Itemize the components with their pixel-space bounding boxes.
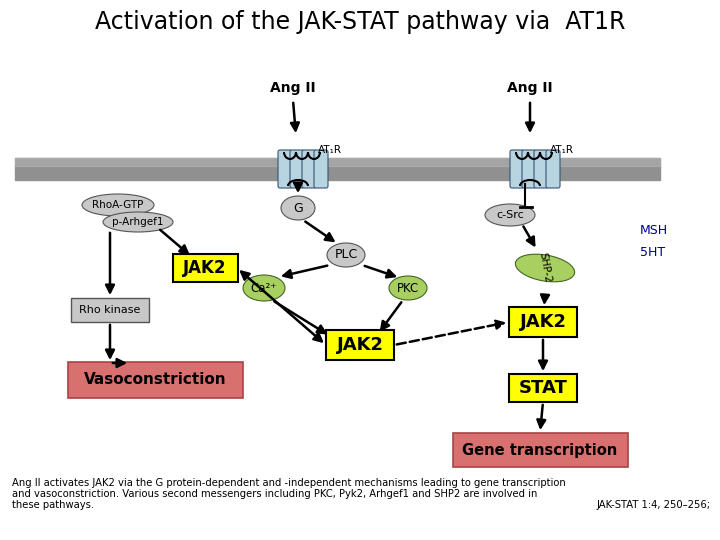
FancyBboxPatch shape — [326, 330, 394, 360]
Text: Ang II: Ang II — [507, 81, 553, 95]
Text: and vasoconstriction. Various second messengers including PKC, Pyk2, Arhgef1 and: and vasoconstriction. Various second mes… — [12, 489, 537, 499]
FancyBboxPatch shape — [509, 374, 577, 402]
Ellipse shape — [485, 204, 535, 226]
Text: AT₁R: AT₁R — [550, 145, 574, 155]
Ellipse shape — [281, 196, 315, 220]
Text: Ca²⁺: Ca²⁺ — [251, 281, 277, 294]
FancyBboxPatch shape — [510, 150, 524, 188]
FancyBboxPatch shape — [534, 150, 548, 188]
Text: Rho kinase: Rho kinase — [79, 305, 140, 315]
FancyBboxPatch shape — [546, 150, 560, 188]
Text: p-Arhgef1: p-Arhgef1 — [112, 217, 163, 227]
FancyBboxPatch shape — [509, 307, 577, 337]
FancyBboxPatch shape — [452, 433, 628, 467]
Text: Ang II activates JAK2 via the G protein-dependent and -independent mechanisms le: Ang II activates JAK2 via the G protein-… — [12, 478, 566, 488]
Text: PKC: PKC — [397, 281, 419, 294]
Ellipse shape — [389, 276, 427, 300]
Bar — [15, 158, 660, 166]
FancyBboxPatch shape — [302, 150, 316, 188]
Ellipse shape — [327, 243, 365, 267]
FancyBboxPatch shape — [173, 254, 238, 282]
Text: Activation of the JAK-STAT pathway via  AT1R: Activation of the JAK-STAT pathway via A… — [95, 10, 625, 34]
FancyBboxPatch shape — [71, 298, 149, 322]
Text: MSH: MSH — [640, 224, 668, 237]
Text: Ang II: Ang II — [270, 81, 316, 95]
FancyBboxPatch shape — [522, 150, 536, 188]
FancyBboxPatch shape — [68, 362, 243, 398]
Text: G: G — [293, 201, 303, 214]
Text: PLC: PLC — [334, 248, 358, 261]
Ellipse shape — [82, 194, 154, 216]
Text: c-Src: c-Src — [496, 210, 524, 220]
Bar — [15, 158, 660, 180]
FancyBboxPatch shape — [290, 150, 304, 188]
Text: JAK2: JAK2 — [520, 313, 567, 331]
Text: STAT: STAT — [518, 379, 567, 397]
Ellipse shape — [516, 254, 575, 282]
Text: SHP-2: SHP-2 — [537, 252, 552, 284]
Text: 5HT: 5HT — [640, 246, 665, 259]
Text: JAK2: JAK2 — [336, 336, 384, 354]
Text: RhoA-GTP: RhoA-GTP — [92, 200, 144, 210]
Text: these pathways.: these pathways. — [12, 500, 94, 510]
FancyBboxPatch shape — [278, 150, 292, 188]
Text: Vasoconstriction: Vasoconstriction — [84, 373, 226, 388]
Text: Gene transcription: Gene transcription — [462, 442, 618, 457]
Ellipse shape — [243, 275, 285, 301]
Text: JAK2: JAK2 — [184, 259, 227, 277]
FancyBboxPatch shape — [314, 150, 328, 188]
Ellipse shape — [103, 212, 173, 232]
Text: AT₁R: AT₁R — [318, 145, 342, 155]
Text: JAK-STAT 1:4, 250–256;: JAK-STAT 1:4, 250–256; — [596, 500, 710, 510]
